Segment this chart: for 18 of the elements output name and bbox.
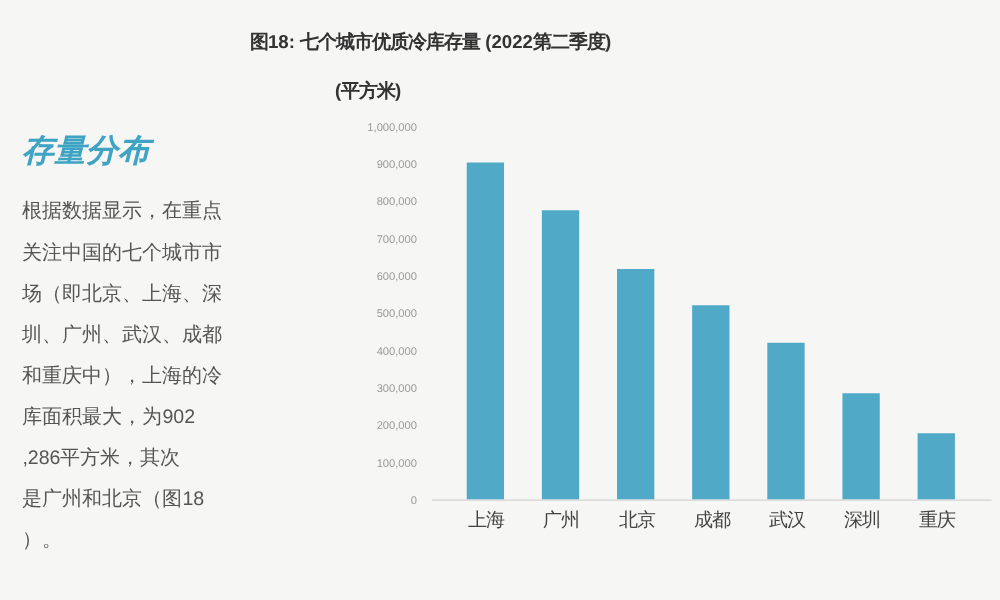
x-tick-label: 重庆 <box>919 510 956 531</box>
bar <box>466 162 505 500</box>
text: 存量分布 <box>22 133 157 170</box>
x-tick-label: 深圳 <box>844 510 881 531</box>
text: 根据数据显示，在重点关注中国的七个城市市场（即北京、上海、深圳、广州、武汉、成都和重庆中），上海的冷库面积最大，为902,286平方米，其次是广州和北京（图18）。 <box>22 201 223 552</box>
chart-title: 图18: 七个城市优质冷库存量 (2022第二季度) <box>250 31 612 52</box>
x-tick-label: 上海 <box>468 510 505 531</box>
bar <box>617 268 655 500</box>
bar <box>541 210 580 500</box>
x-tick-label: 北京 <box>618 510 655 531</box>
bar <box>692 305 730 500</box>
x-tick-label: 广州 <box>543 510 580 531</box>
bar <box>767 342 805 500</box>
x-tick-label: 武汉 <box>768 510 805 531</box>
bar <box>917 433 955 500</box>
y-axis-title: (平方米) <box>334 81 402 102</box>
x-tick-label: 成都 <box>693 510 730 531</box>
bar <box>842 393 880 500</box>
